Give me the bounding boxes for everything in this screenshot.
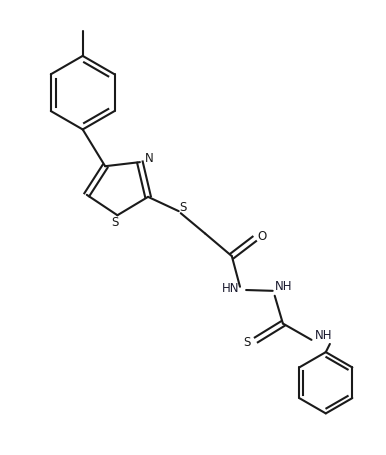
Text: S: S — [112, 216, 119, 229]
Text: O: O — [257, 230, 266, 243]
Text: N: N — [144, 152, 153, 165]
Text: NH: NH — [275, 280, 293, 293]
Text: HN: HN — [222, 282, 240, 295]
Text: S: S — [244, 336, 251, 349]
Text: S: S — [179, 202, 186, 214]
Text: NH: NH — [315, 329, 332, 342]
